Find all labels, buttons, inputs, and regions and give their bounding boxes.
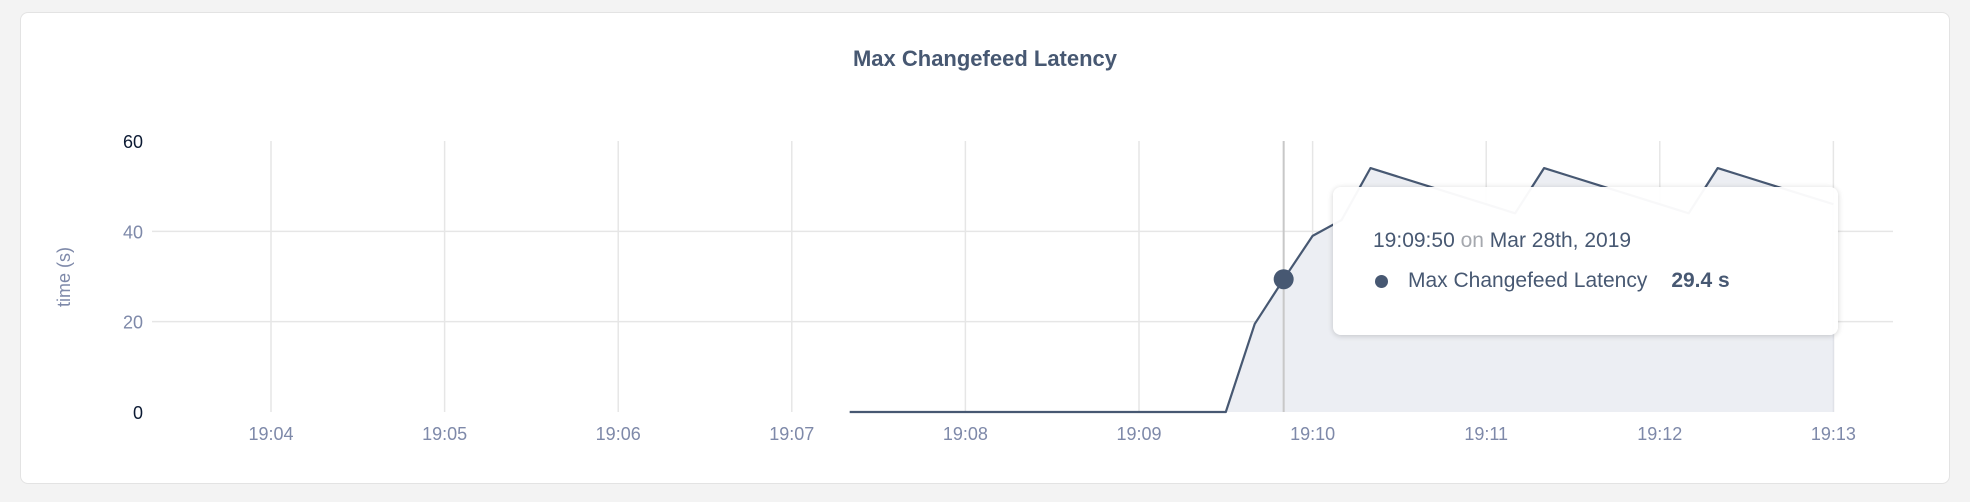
y-axis-label: time (s) bbox=[54, 247, 74, 307]
x-tick-label: 19:09 bbox=[1116, 424, 1161, 444]
x-tick-label: 19:08 bbox=[943, 424, 988, 444]
x-tick-label: 19:05 bbox=[422, 424, 467, 444]
x-tick-label: 19:13 bbox=[1811, 424, 1856, 444]
x-tick-label: 19:12 bbox=[1637, 424, 1682, 444]
chart-title: Max Changefeed Latency bbox=[852, 46, 1118, 71]
tooltip-value: 29.4 s bbox=[1671, 269, 1730, 292]
tooltip-date: Mar 28th, 2019 bbox=[1489, 229, 1632, 252]
x-tick-label: 19:06 bbox=[596, 424, 641, 444]
tooltip-series-name: Max Changefeed Latency bbox=[1408, 269, 1648, 292]
tooltip: 19:09:50 on Mar 28th, 2019 Max Changefee… bbox=[1333, 187, 1838, 335]
x-tick-label: 19:04 bbox=[248, 424, 293, 444]
x-tick-label: 19:10 bbox=[1290, 424, 1335, 444]
tooltip-time: 19:09:50 bbox=[1373, 229, 1455, 252]
y-tick-label: 40 bbox=[123, 222, 143, 242]
y-tick-label: 60 bbox=[123, 132, 143, 152]
tooltip-on: on bbox=[1460, 229, 1484, 252]
hover-point bbox=[1273, 269, 1294, 290]
x-tick-label: 19:07 bbox=[769, 424, 814, 444]
y-tick-label: 0 bbox=[133, 403, 143, 423]
y-tick-label: 20 bbox=[123, 313, 143, 333]
series-dot-icon bbox=[1375, 274, 1388, 288]
x-tick-label: 19:11 bbox=[1464, 424, 1508, 444]
